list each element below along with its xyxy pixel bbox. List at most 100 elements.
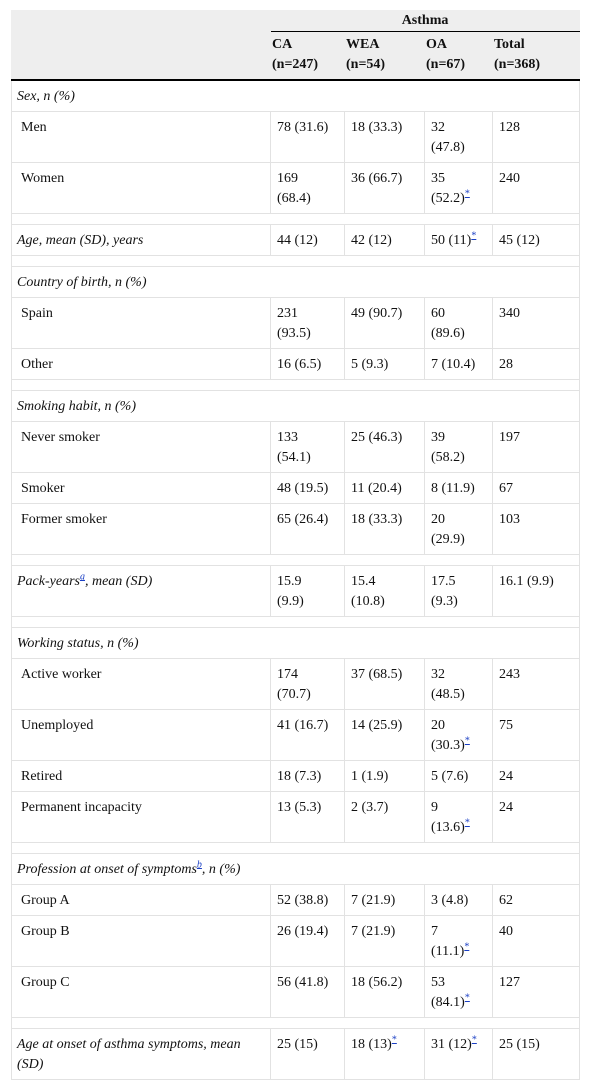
column-name: Total xyxy=(494,37,525,52)
cell-text: 41 (16.7) xyxy=(277,718,329,733)
cell-text: 45 (12) xyxy=(499,233,540,248)
value-cell: 78 (31.6) xyxy=(270,111,345,163)
footnote-link[interactable]: * xyxy=(464,992,470,1004)
footnote-marker: * xyxy=(471,230,476,241)
row-label: Men xyxy=(11,111,271,163)
value-cell: 45 (12) xyxy=(491,224,581,256)
value-cell: 197 xyxy=(491,421,581,473)
header-blank xyxy=(11,10,271,32)
row-label: Former smoker xyxy=(11,503,271,555)
cell-text: 240 xyxy=(499,171,520,186)
value-cell: 31 (12)* xyxy=(424,1028,493,1080)
footnote-link[interactable]: * xyxy=(464,941,470,953)
value-cell: 41 (16.7) xyxy=(270,709,345,761)
data-row: Group A 52 (38.8) 7 (21.9) 3 (4.8) 62 xyxy=(11,884,581,916)
value-cell: 7 (21.9) xyxy=(344,884,425,916)
value-cell: 67 xyxy=(491,472,581,504)
spacer-cell xyxy=(10,255,581,267)
value-cell: 35 (52.2)* xyxy=(424,162,493,214)
row-label: Group A xyxy=(11,884,271,916)
value-cell: 25 (15) xyxy=(270,1028,345,1080)
cell-text: 197 xyxy=(499,430,520,445)
row-label: Group B xyxy=(11,915,271,967)
spacer-row xyxy=(10,1017,581,1029)
value-cell: 26 (19.4) xyxy=(270,915,345,967)
data-row: Former smoker 65 (26.4) 18 (33.3) 20 (29.9)… xyxy=(11,503,581,555)
cell-text: 65 (26.4) xyxy=(277,512,329,527)
footnote-link[interactable]: b xyxy=(196,859,202,871)
cell-text: 18 (13) xyxy=(351,1037,392,1052)
cell-text: 13 (5.3) xyxy=(277,800,322,815)
cell-text: 31 (12) xyxy=(431,1037,472,1052)
data-table: Asthma CA (n=247) WEA (n=54) OA (n=67) Total (n… xyxy=(10,10,581,1080)
cell-text: 5 (7.6) xyxy=(431,769,469,784)
spacer-row xyxy=(10,842,581,854)
cell-text: 174 (70.7) xyxy=(277,667,311,702)
value-cell: 18 (7.3) xyxy=(270,760,345,792)
value-cell: 49 (90.7) xyxy=(344,297,425,349)
spacer-cell xyxy=(10,379,581,391)
cell-text: 17.5 (9.3) xyxy=(431,574,458,609)
value-cell: 133 (54.1) xyxy=(270,421,345,473)
cell-text: 62 xyxy=(499,893,513,908)
cell-text: 7 (11.1) xyxy=(431,924,465,959)
footnote-marker: * xyxy=(472,1034,477,1045)
column-n: (n=247) xyxy=(272,57,319,72)
header-row: CA (n=247) WEA (n=54) OA (n=67) Total (n=368) xyxy=(11,31,581,81)
section-heading: Working status, n (%) xyxy=(10,627,581,659)
footnote-link[interactable]: * xyxy=(471,230,477,242)
section-heading: Age at onset of asthma symptoms, mean (S… xyxy=(11,1028,271,1080)
cell-text: 9 (13.6) xyxy=(431,800,465,835)
cell-text: 133 (54.1) xyxy=(277,430,311,465)
footnote-link[interactable]: * xyxy=(464,817,470,829)
cell-text: 5 (9.3) xyxy=(351,357,389,372)
cell-text: 78 (31.6) xyxy=(277,120,329,135)
footnote-link[interactable]: * xyxy=(471,1034,477,1046)
column-header: WEA (n=54) xyxy=(344,31,425,81)
heading-text: Age, mean (SD), years xyxy=(17,233,144,248)
value-cell: 25 (46.3) xyxy=(344,421,425,473)
section-row: Age at onset of asthma symptoms, mean (S… xyxy=(11,1028,581,1080)
heading-text: Working status, n (%) xyxy=(17,636,139,651)
value-cell: 7 (11.1)* xyxy=(424,915,493,967)
value-cell: 32 (47.8) xyxy=(424,111,493,163)
spacer-row xyxy=(10,255,581,267)
section-heading: Sex, n (%) xyxy=(10,79,581,112)
cell-text: 243 xyxy=(499,667,520,682)
footnote-marker: * xyxy=(464,941,469,952)
value-cell: 24 xyxy=(491,791,581,843)
spacer-cell xyxy=(10,213,581,225)
data-row: Women 169 (68.4) 36 (66.7) 35 (52.2)* 240 xyxy=(11,162,581,214)
footnote-link[interactable]: * xyxy=(391,1034,397,1046)
value-cell: 15.4 (10.8) xyxy=(344,565,425,617)
footnote-link[interactable]: a xyxy=(79,571,85,583)
data-row: Men 78 (31.6) 18 (33.3) 32 (47.8) 128 xyxy=(11,111,581,163)
data-row: Other 16 (6.5) 5 (9.3) 7 (10.4) 28 xyxy=(11,348,581,380)
cell-text: 2 (3.7) xyxy=(351,800,389,815)
section-heading: Smoking habit, n (%) xyxy=(10,390,581,422)
value-cell: 52 (38.8) xyxy=(270,884,345,916)
value-cell: 25 (15) xyxy=(491,1028,581,1080)
value-cell: 50 (11)* xyxy=(424,224,493,256)
value-cell: 103 xyxy=(491,503,581,555)
value-cell: 62 xyxy=(491,884,581,916)
footnote-link[interactable]: * xyxy=(464,188,470,200)
footnote-link[interactable]: * xyxy=(464,735,470,747)
data-row: Smoker 48 (19.5) 11 (20.4) 8 (11.9) 67 xyxy=(11,472,581,504)
cell-text: 28 xyxy=(499,357,513,372)
value-cell: 36 (66.7) xyxy=(344,162,425,214)
cell-text: 24 xyxy=(499,800,513,815)
cell-text: 18 (33.3) xyxy=(351,512,403,527)
data-row: Spain 231 (93.5) 49 (90.7) 60 (89.6) 340 xyxy=(11,297,581,349)
cell-text: 39 (58.2) xyxy=(431,430,465,465)
column-n: (n=368) xyxy=(494,57,541,72)
row-label: Spain xyxy=(11,297,271,349)
data-row: Never smoker 133 (54.1) 25 (46.3) 39 (58.2)… xyxy=(11,421,581,473)
cell-text: 25 (46.3) xyxy=(351,430,403,445)
value-cell: 16 (6.5) xyxy=(270,348,345,380)
value-cell: 42 (12) xyxy=(344,224,425,256)
value-cell: 243 xyxy=(491,658,581,710)
row-label: Retired xyxy=(11,760,271,792)
section-row: Pack-yearsa, mean (SD) 15.9 (9.9) 15.4 (10… xyxy=(11,565,581,617)
heading-text: Country of birth, n (%) xyxy=(17,275,147,290)
